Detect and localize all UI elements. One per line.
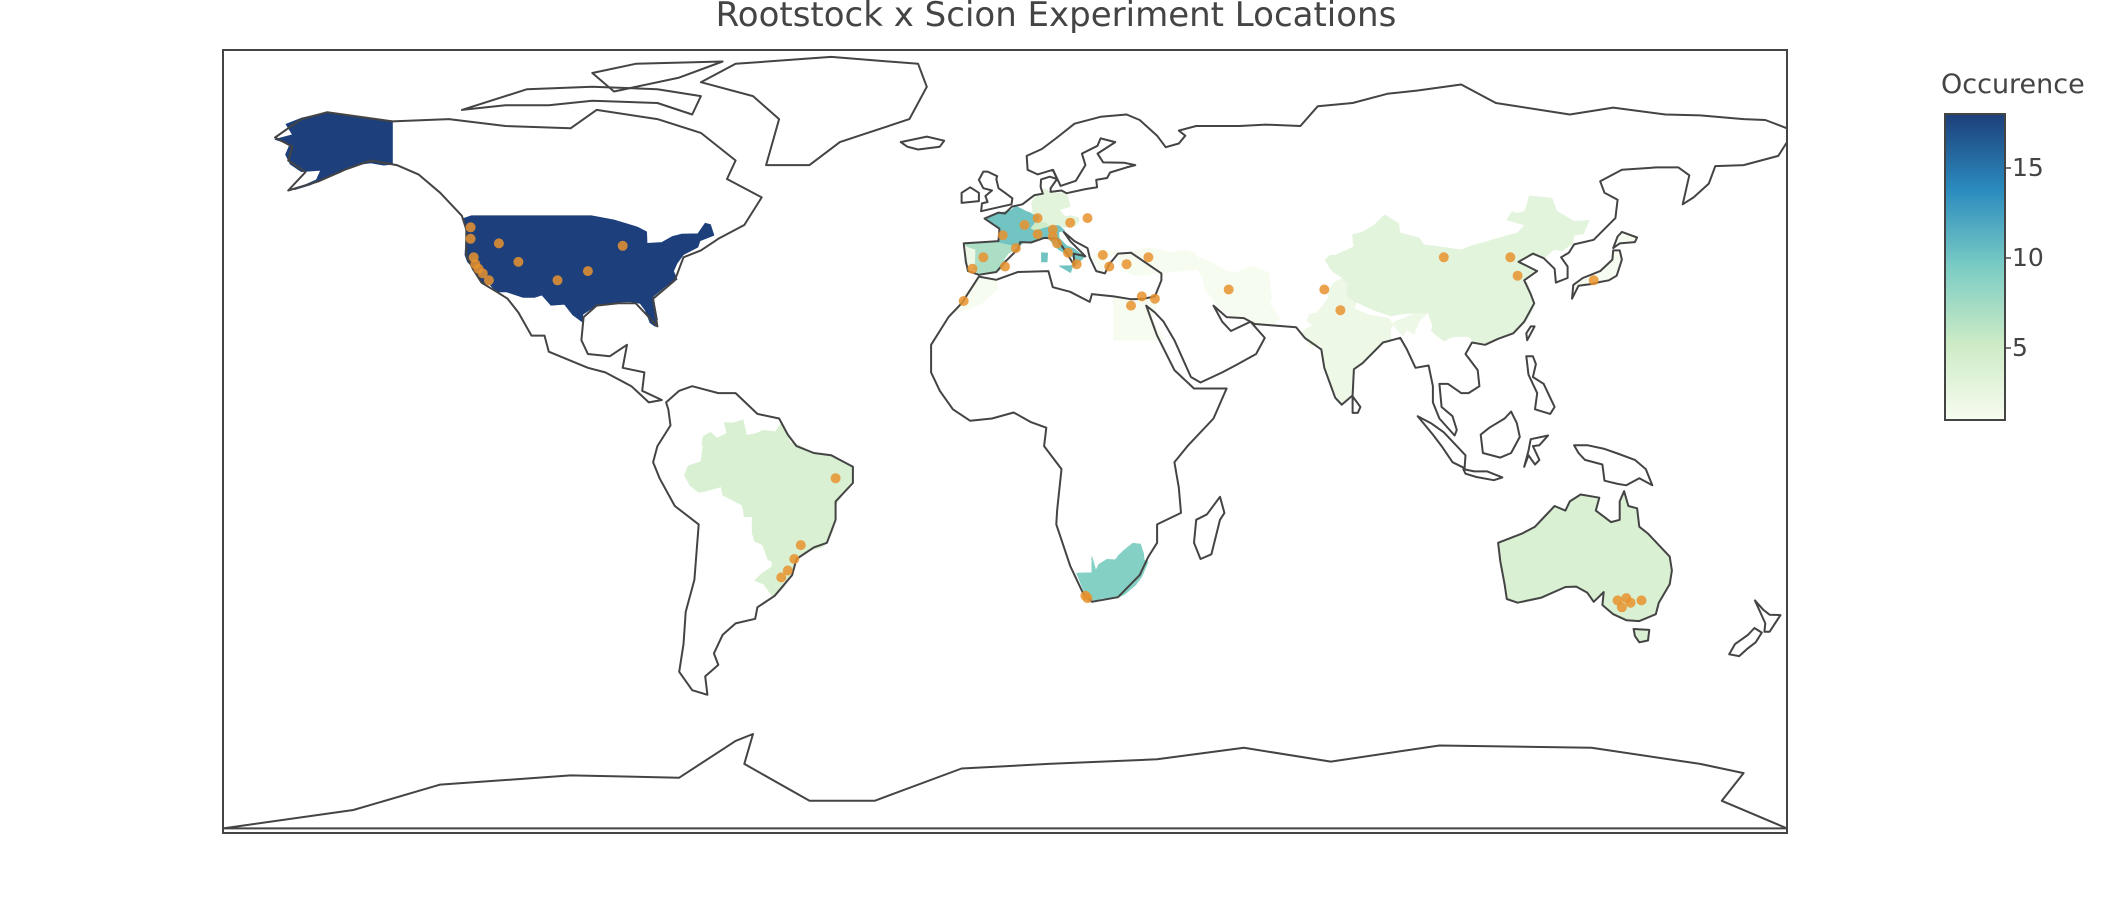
experiment-location-marker[interactable] [1047,224,1058,235]
coastline [652,385,854,696]
experiment-location-marker[interactable] [1438,252,1449,263]
coastline [1049,137,1137,195]
coastline [699,55,928,167]
experiment-location-marker[interactable] [1032,229,1043,240]
coastline [274,108,763,404]
experiment-location-marker[interactable] [978,252,989,263]
experiment-location-marker[interactable] [493,238,504,249]
coastline [1351,395,1362,414]
experiment-location-marker[interactable] [1000,261,1010,272]
experiment-location-marker[interactable] [1636,595,1647,606]
experiment-location-marker[interactable] [1065,217,1076,228]
experiment-location-marker[interactable] [782,565,793,576]
coastline [960,186,980,204]
experiment-location-marker[interactable] [513,256,524,267]
experiment-location-marker[interactable] [1136,291,1147,302]
experiment-location-marker[interactable] [1019,220,1030,230]
experiment-location-marker[interactable] [795,540,806,551]
experiment-location-marker[interactable] [1121,259,1132,270]
experiment-location-marker[interactable] [1052,238,1063,249]
colorbar-tick-label: 10 [2012,243,2044,272]
experiment-location-marker[interactable] [1335,305,1346,316]
colorbar-tick-label: 15 [2012,153,2044,182]
experiment-location-marker[interactable] [1588,275,1599,286]
coastline [1479,410,1521,459]
experiment-location-marker[interactable] [1082,593,1093,604]
colorbar-gradient [1944,113,2006,421]
experiment-location-marker[interactable] [967,263,978,274]
experiment-location-marker[interactable] [465,222,476,233]
experiment-location-marker[interactable] [1097,250,1108,260]
colorbar [1944,113,2011,421]
experiment-location-marker[interactable] [1071,259,1082,270]
experiment-location-marker[interactable] [1616,602,1627,613]
coastline [1753,599,1782,633]
colorbar-tick-marks [2005,167,2011,349]
coastline [1525,325,1536,342]
experiment-location-marker[interactable] [1143,252,1154,263]
experiment-location-marker[interactable] [958,296,969,306]
coastline [1525,355,1556,415]
experiment-location-marker[interactable] [1625,597,1636,608]
chart-title: Rootstock x Scion Experiment Locations [715,0,1397,35]
coastline [223,733,1787,830]
coastline [1728,627,1763,658]
country-brazil[interactable] [684,419,855,598]
coastline [460,85,702,116]
experiment-location-marker[interactable] [1223,284,1234,295]
experiment-location-marker[interactable] [465,233,476,244]
country-united-states[interactable] [274,112,715,327]
experiment-location-marker[interactable] [1149,293,1160,304]
experiment-location-marker[interactable] [1512,270,1523,281]
coastline [1523,434,1550,468]
experiment-location-marker[interactable] [1126,300,1136,311]
country-australia[interactable] [1497,490,1673,643]
experiment-location-marker[interactable] [552,275,563,286]
experiment-location-marker[interactable] [1032,213,1043,224]
coastline [1416,415,1467,470]
coastline [977,170,1014,213]
colorbar-tick-label: 5 [2012,333,2028,362]
experiment-marker-layer [465,213,1647,613]
geo-layer [223,55,1787,830]
colorbar-title: Occurence [1941,69,2085,100]
country-iran[interactable] [1196,257,1280,326]
coastline [1612,230,1639,250]
experiment-location-marker[interactable] [1010,243,1021,254]
coastline-layer [223,55,1787,830]
country-turkey[interactable] [1117,247,1200,276]
coastline [899,135,946,151]
experiment-location-marker[interactable] [997,230,1008,241]
coastline [930,83,1787,603]
experiment-location-marker[interactable] [483,275,494,286]
experiment-location-marker[interactable] [789,554,800,564]
coastline [1573,444,1654,487]
map-frame [222,49,1788,834]
experiment-location-marker[interactable] [776,572,787,583]
coastline [1632,628,1651,644]
experiment-location-marker[interactable] [830,473,841,484]
experiment-location-marker[interactable] [1319,284,1330,295]
experiment-location-marker[interactable] [477,268,488,279]
experiment-location-marker[interactable] [1505,252,1516,263]
experiment-location-marker[interactable] [1082,213,1093,224]
experiment-location-marker[interactable] [617,240,628,251]
coastline [1497,490,1673,623]
coastline [591,60,724,93]
experiment-location-marker[interactable] [1063,247,1073,258]
experiment-location-marker[interactable] [1104,261,1115,272]
coastline [1193,495,1226,560]
country-fill-layer [274,112,1673,643]
experiment-location-marker[interactable] [582,266,593,277]
coastline [1462,468,1504,482]
